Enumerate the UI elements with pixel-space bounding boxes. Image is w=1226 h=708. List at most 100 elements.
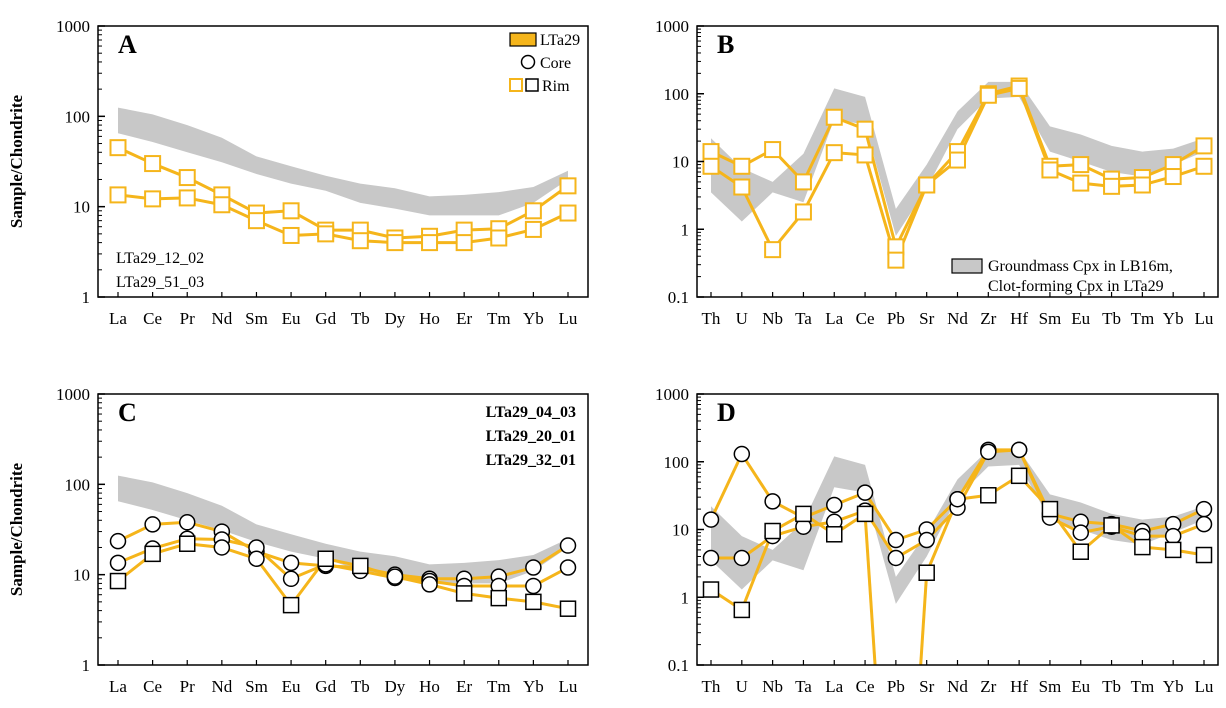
legend-swatch-band: [951, 258, 983, 274]
data-point-rim: [764, 141, 782, 159]
data-point-rim: [764, 522, 781, 540]
y-tick-label: 100: [664, 453, 690, 472]
data-point-rim: [1103, 517, 1120, 534]
data-point-rim: [386, 234, 404, 252]
data-point-rim: [144, 190, 162, 208]
data-point-rim: [524, 202, 542, 220]
x-tick-label: Lu: [1195, 677, 1214, 696]
data-point-core: [109, 532, 127, 550]
data-point-rim: [1072, 156, 1090, 174]
y-tick-label: 10: [73, 566, 90, 585]
data-point-core: [282, 554, 300, 572]
x-tick-label: Sr: [919, 677, 934, 696]
x-tick-label: Eu: [282, 309, 301, 328]
x-tick-label: Sm: [1039, 309, 1062, 328]
x-tick-label: Lu: [559, 309, 578, 328]
data-point-rim: [794, 173, 812, 191]
x-tick-label: Ta: [795, 677, 812, 696]
legend-label: Core: [540, 55, 571, 72]
data-point-rim: [247, 212, 265, 230]
x-tick-label: Ce: [143, 677, 162, 696]
x-tick-label: Ho: [419, 677, 440, 696]
data-point-core: [525, 577, 542, 595]
data-point-rim: [1195, 137, 1213, 155]
data-point-rim: [764, 241, 782, 259]
panel-d: 0.1 1 10 100 1000 Th U Nb Ta La Ce Pb Sr Nd Zr Hf Sm Eu Tb…: [655, 385, 1219, 696]
data-point-rim: [980, 487, 997, 504]
data-point-rim: [1133, 176, 1151, 194]
x-tick-label: Pb: [887, 309, 905, 328]
data-point-rim: [918, 564, 935, 581]
legend-label: LTa29: [540, 32, 580, 49]
y-axis-label: Sample/Chondrite: [7, 94, 26, 228]
x-tick-label: Th: [702, 309, 721, 328]
data-point-rim: [733, 601, 751, 619]
data-point-core: [178, 514, 196, 531]
y-tick-label: 100: [65, 475, 91, 494]
series-line-drop: [919, 572, 929, 665]
data-point-rim: [421, 234, 439, 252]
data-point-rim: [282, 596, 300, 614]
x-tick-label: Zr: [980, 309, 996, 328]
x-tick-label: Nd: [211, 309, 232, 328]
data-point-rim: [490, 229, 508, 247]
data-point-rim: [1072, 174, 1090, 192]
x-tick-label: Th: [702, 677, 721, 696]
reference-band: [711, 81, 1204, 236]
x-tick-label: Zr: [980, 677, 996, 696]
x-tick-label: La: [825, 309, 843, 328]
x-tick-label: Yb: [523, 309, 544, 328]
x-tick-label: La: [825, 677, 843, 696]
data-point-core: [282, 570, 300, 588]
legend-swatch-rim: [509, 78, 523, 92]
y-tick-label: 1: [82, 656, 91, 675]
x-tick-label: Eu: [1071, 677, 1090, 696]
legend-swatch-band: [509, 32, 537, 47]
data-point-rim: [1195, 546, 1213, 564]
data-point-core: [702, 549, 720, 567]
data-point-rim: [559, 204, 577, 222]
data-point-rim: [282, 202, 300, 220]
data-point-rim: [733, 178, 751, 196]
x-tick-label: Sm: [245, 309, 268, 328]
x-tick-label: Eu: [1071, 309, 1090, 328]
x-tick-label: Gd: [315, 309, 336, 328]
data-point-rim: [795, 505, 812, 523]
x-tick-label: Nb: [762, 677, 783, 696]
data-point-rim: [1041, 500, 1059, 518]
x-tick-label: Yb: [523, 677, 544, 696]
x-tick-label: Hf: [1010, 309, 1028, 328]
data-point-rim: [733, 157, 751, 175]
data-point-rim: [455, 234, 473, 252]
data-point-rim: [317, 550, 334, 568]
data-point-rim: [856, 505, 874, 523]
y-tick-label: 1: [681, 220, 690, 239]
y-tick-label: 1000: [655, 17, 689, 36]
data-point-rim: [109, 139, 127, 157]
x-tick-label: Nd: [947, 677, 968, 696]
x-tick-label: Ta: [795, 309, 812, 328]
y-tick-label: 10: [73, 198, 90, 217]
legend-swatch-rim: [525, 78, 539, 92]
x-tick-label: Er: [456, 309, 472, 328]
data-point-core: [525, 559, 542, 576]
x-tick-label: Tm: [1131, 309, 1155, 328]
legend-label: Clot-forming Cpx in LTa29: [988, 278, 1164, 295]
data-point-core: [1010, 441, 1028, 459]
data-point-rim: [825, 108, 843, 126]
data-point-rim: [317, 225, 335, 243]
data-point-rim: [524, 220, 542, 238]
data-point-core: [764, 493, 781, 510]
x-tick-label: Nd: [947, 309, 968, 328]
data-point-core: [887, 531, 905, 549]
y-axis-label: Sample/Chondrite: [7, 462, 26, 596]
data-point-rim: [144, 545, 161, 563]
data-point-rim: [979, 86, 997, 104]
x-tick-label: Tb: [1102, 677, 1121, 696]
x-tick-label: Sm: [245, 677, 268, 696]
x-tick-label: Nb: [762, 309, 783, 328]
y-tick-label: 1: [681, 588, 690, 607]
data-point-rim: [856, 146, 874, 164]
data-point-rim: [178, 189, 196, 207]
data-point-core: [559, 537, 577, 554]
